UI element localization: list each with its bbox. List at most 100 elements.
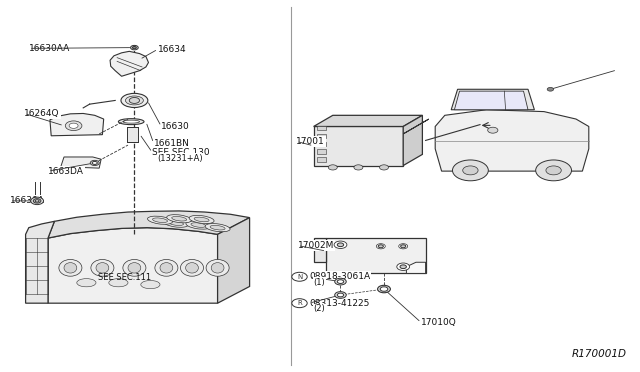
Circle shape xyxy=(337,243,344,247)
Text: (1): (1) xyxy=(314,278,325,287)
Text: 1661BN: 1661BN xyxy=(154,139,189,148)
Text: 17001: 17001 xyxy=(296,137,325,146)
Ellipse shape xyxy=(91,260,114,276)
Ellipse shape xyxy=(167,215,191,223)
Text: (13231+A): (13231+A) xyxy=(157,154,203,163)
Circle shape xyxy=(328,165,337,170)
Polygon shape xyxy=(48,211,250,238)
Polygon shape xyxy=(110,51,148,76)
Bar xyxy=(317,134,326,138)
Ellipse shape xyxy=(77,279,96,287)
Bar xyxy=(317,126,326,130)
Polygon shape xyxy=(435,110,589,171)
Ellipse shape xyxy=(152,218,168,222)
Ellipse shape xyxy=(160,263,173,273)
Circle shape xyxy=(337,280,344,283)
Ellipse shape xyxy=(128,263,141,273)
Text: 17010Q: 17010Q xyxy=(421,318,457,327)
Ellipse shape xyxy=(118,119,144,125)
Circle shape xyxy=(399,244,408,249)
Ellipse shape xyxy=(121,93,148,108)
Polygon shape xyxy=(454,91,528,110)
Polygon shape xyxy=(403,119,429,134)
Polygon shape xyxy=(314,126,403,166)
Ellipse shape xyxy=(172,217,187,221)
Text: R: R xyxy=(297,300,302,306)
Circle shape xyxy=(335,278,346,285)
Polygon shape xyxy=(326,238,426,273)
Text: 08313-41225: 08313-41225 xyxy=(309,299,369,308)
Text: 17002M: 17002M xyxy=(298,241,334,250)
Ellipse shape xyxy=(59,260,82,276)
Ellipse shape xyxy=(186,221,211,229)
Text: 1663DA: 1663DA xyxy=(48,167,84,176)
Circle shape xyxy=(488,127,498,133)
Bar xyxy=(127,127,138,142)
Circle shape xyxy=(378,245,383,248)
Circle shape xyxy=(378,285,390,293)
Circle shape xyxy=(376,244,385,249)
Polygon shape xyxy=(451,89,534,110)
Text: 16630: 16630 xyxy=(161,122,190,131)
Text: 16630AA: 16630AA xyxy=(29,44,70,53)
Polygon shape xyxy=(50,113,104,136)
Bar xyxy=(317,142,326,146)
Bar xyxy=(317,157,326,162)
Ellipse shape xyxy=(96,263,109,273)
Circle shape xyxy=(69,123,78,128)
Circle shape xyxy=(35,200,39,202)
Text: 16634: 16634 xyxy=(158,45,187,54)
Circle shape xyxy=(129,97,140,103)
Circle shape xyxy=(65,121,82,131)
Ellipse shape xyxy=(210,225,225,230)
Circle shape xyxy=(292,299,307,308)
Circle shape xyxy=(335,292,346,298)
Circle shape xyxy=(463,166,478,175)
Ellipse shape xyxy=(123,120,140,123)
Text: 16264Q: 16264Q xyxy=(24,109,60,118)
Polygon shape xyxy=(61,157,101,168)
Circle shape xyxy=(31,197,44,205)
Ellipse shape xyxy=(191,223,206,227)
Ellipse shape xyxy=(64,263,77,273)
Ellipse shape xyxy=(125,96,143,105)
Circle shape xyxy=(547,87,554,91)
Ellipse shape xyxy=(164,219,188,227)
Text: 08918-3061A: 08918-3061A xyxy=(309,272,371,281)
Circle shape xyxy=(354,165,363,170)
Polygon shape xyxy=(218,218,250,303)
Circle shape xyxy=(334,241,347,248)
Circle shape xyxy=(90,160,99,166)
Text: SEE SEC.111: SEE SEC.111 xyxy=(98,273,152,282)
Polygon shape xyxy=(403,115,422,166)
Circle shape xyxy=(292,272,307,281)
Circle shape xyxy=(546,166,561,175)
Circle shape xyxy=(380,287,388,291)
Ellipse shape xyxy=(168,221,184,225)
Circle shape xyxy=(131,45,138,50)
Ellipse shape xyxy=(186,263,198,273)
Ellipse shape xyxy=(141,280,160,289)
Ellipse shape xyxy=(206,260,229,276)
Circle shape xyxy=(397,263,410,270)
Polygon shape xyxy=(314,115,422,126)
Circle shape xyxy=(92,161,97,164)
Ellipse shape xyxy=(180,260,204,276)
Circle shape xyxy=(401,245,406,248)
Polygon shape xyxy=(48,228,218,303)
Circle shape xyxy=(337,293,344,297)
Ellipse shape xyxy=(123,260,146,276)
Circle shape xyxy=(380,165,388,170)
Polygon shape xyxy=(406,262,426,273)
Ellipse shape xyxy=(205,224,230,232)
Text: (2): (2) xyxy=(314,304,325,313)
Circle shape xyxy=(400,265,406,269)
Ellipse shape xyxy=(109,279,128,287)
Polygon shape xyxy=(314,238,326,262)
Text: R170001D: R170001D xyxy=(572,349,627,359)
Circle shape xyxy=(452,160,488,181)
Bar xyxy=(317,150,326,154)
Ellipse shape xyxy=(148,216,172,224)
Circle shape xyxy=(132,46,136,49)
Ellipse shape xyxy=(211,263,224,273)
